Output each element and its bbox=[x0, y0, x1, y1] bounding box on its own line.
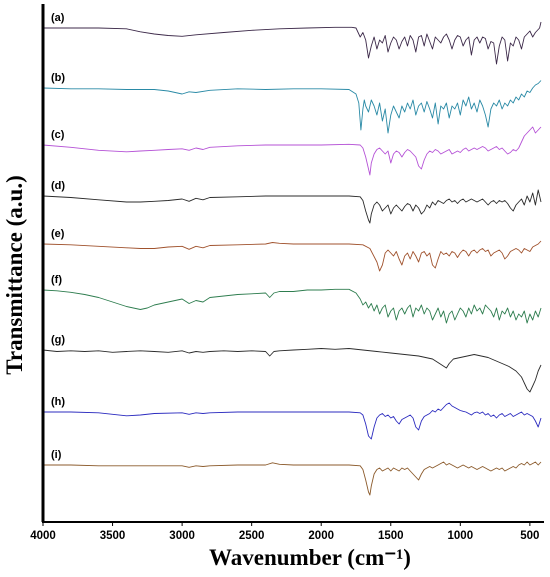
panel-label-e: (e) bbox=[51, 228, 65, 240]
series-line-h bbox=[43, 402, 542, 440]
panel-label-i: (i) bbox=[51, 449, 62, 461]
x-tick-label: 500 bbox=[520, 530, 539, 542]
panel-label-g: (g) bbox=[51, 334, 65, 346]
x-tick-label: 2500 bbox=[239, 530, 265, 542]
axes: 4000 3500 3000 2500 2000 1500 1000 500 bbox=[30, 4, 544, 542]
series-line-d bbox=[42, 189, 542, 224]
series-line-f bbox=[42, 288, 542, 324]
series-line-c bbox=[42, 126, 542, 176]
x-tick-label: 3000 bbox=[169, 530, 195, 542]
panel-label-d: (d) bbox=[51, 180, 65, 192]
y-axis-title: Transmittance (a.u.) bbox=[2, 175, 27, 375]
x-tick-label: 4000 bbox=[30, 530, 56, 542]
panel-label-c: (c) bbox=[51, 129, 65, 141]
x-tick-label: 1000 bbox=[448, 530, 474, 542]
x-tick-label: 1500 bbox=[378, 530, 404, 542]
panel-label-b: (b) bbox=[51, 72, 65, 84]
series-line-g bbox=[42, 348, 542, 393]
series-line-i bbox=[43, 461, 542, 496]
plot-area: (a) (b) (c) (d) (e) (f) (g) (h) (i) bbox=[42, 12, 542, 496]
series-line-a bbox=[43, 21, 542, 65]
x-tick-label: 2000 bbox=[308, 530, 334, 542]
x-tick-label: 3500 bbox=[100, 530, 126, 542]
series-line-e bbox=[42, 240, 542, 272]
x-axis-title: Wavenumber (cm⁻¹) bbox=[209, 545, 411, 570]
panel-label-h: (h) bbox=[51, 396, 65, 408]
panel-label-f: (f) bbox=[51, 274, 62, 286]
panel-label-a: (a) bbox=[51, 12, 65, 24]
series-line-b bbox=[42, 80, 542, 134]
